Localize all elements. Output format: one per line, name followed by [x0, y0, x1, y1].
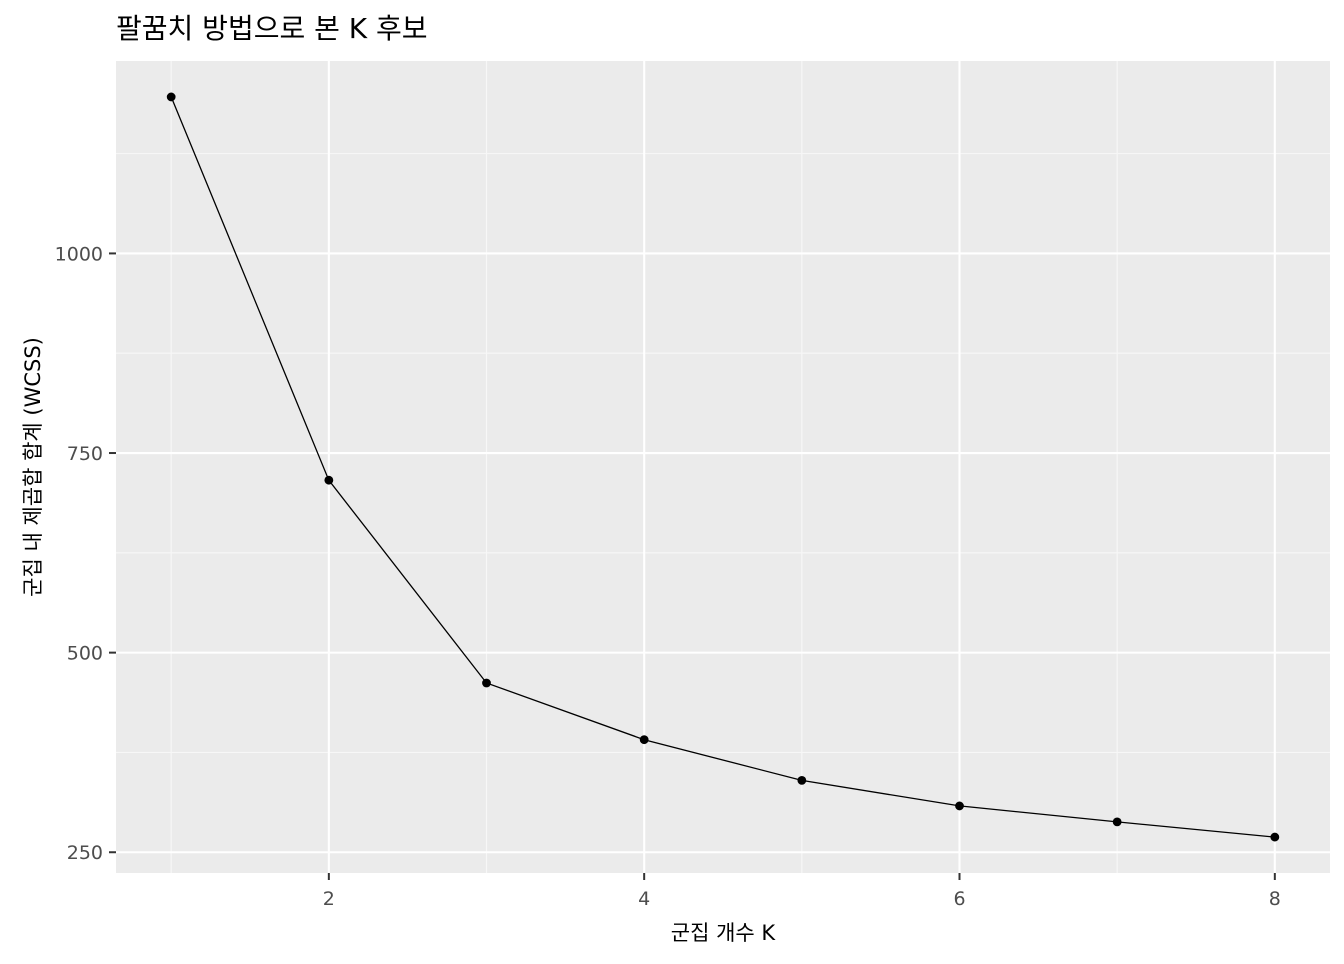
grid-minor	[116, 61, 1330, 873]
data-point	[324, 475, 334, 485]
data-point	[955, 801, 964, 811]
x-axis-title: 군집 개수 K	[671, 921, 777, 945]
y-tick-label: 750	[67, 443, 103, 465]
x-tick-label: 8	[1269, 888, 1281, 910]
y-axis: 250 500 750 1000	[55, 243, 116, 864]
data-point	[639, 735, 649, 745]
data-point	[1112, 817, 1122, 827]
data-point	[1270, 832, 1280, 842]
data-point	[166, 92, 176, 102]
plot-panel	[116, 61, 1330, 873]
chart-title: 팔꿈치 방법으로 본 K 후보	[116, 12, 428, 45]
y-axis-title: 군집 내 제곱합 합계 (WCSS)	[21, 337, 45, 597]
data-point	[482, 678, 491, 688]
x-tick-label: 4	[638, 888, 650, 910]
y-tick-label: 1000	[55, 243, 103, 265]
series-line	[170, 96, 1275, 838]
series-layer	[166, 92, 1280, 842]
data-point	[797, 775, 807, 785]
x-tick-label: 2	[323, 888, 335, 910]
y-tick-label: 500	[67, 643, 103, 665]
x-tick-label: 6	[953, 888, 965, 910]
y-tick-label: 250	[67, 842, 103, 864]
x-axis: 2 4 6 8	[323, 873, 1281, 910]
